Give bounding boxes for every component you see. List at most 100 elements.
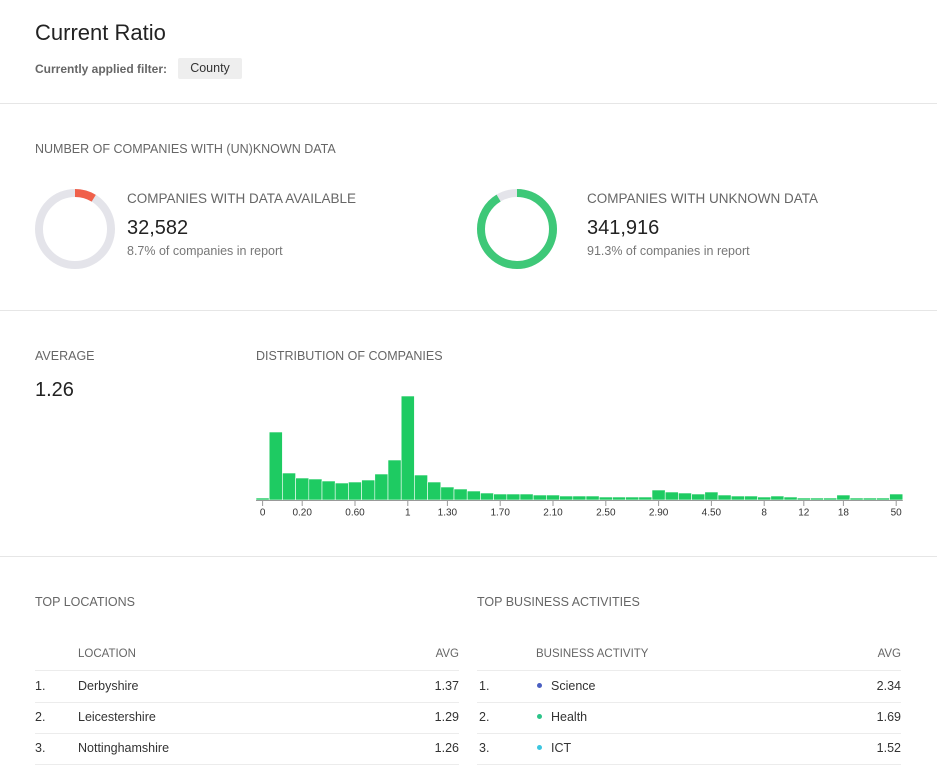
histogram-bar [651, 489, 666, 501]
histogram-bar [823, 497, 838, 501]
row-name: Nottinghamshire [78, 741, 170, 755]
histogram-bar [453, 488, 468, 501]
row-line [477, 733, 901, 734]
x-tick-label: 0 [260, 508, 266, 519]
histogram-bar [691, 493, 706, 501]
row-rank: 2. [479, 710, 490, 724]
histogram-bar [664, 491, 679, 501]
chart-title: DISTRIBUTION OF COMPANIES [256, 349, 443, 363]
x-tick-label: 1 [405, 508, 411, 519]
histogram-bar [466, 490, 481, 501]
filter-label: Currently applied filter: [35, 62, 168, 76]
row-avg: 1.26 [434, 741, 459, 755]
histogram-bar [519, 493, 534, 501]
x-tick-label: 4.50 [702, 508, 722, 519]
donut-track [35, 189, 115, 269]
histogram-bar [255, 497, 270, 501]
histogram-bar [678, 492, 692, 501]
column-header: AVG [435, 648, 459, 660]
histogram-bar [268, 431, 283, 501]
row-avg: 2.34 [876, 679, 901, 693]
x-tick-label: 1.30 [438, 508, 458, 519]
row-name: Leicestershire [78, 710, 156, 724]
x-tick-label: 8 [761, 508, 767, 519]
histogram-bar [348, 481, 362, 501]
histogram-bar [862, 497, 877, 501]
row-line [477, 670, 901, 671]
x-tick-label: 12 [798, 508, 810, 519]
row-rank: 2. [35, 710, 46, 724]
x-tick-label: 2.50 [596, 508, 616, 519]
histogram-bar [532, 494, 547, 501]
stat-share: 91.3% of companies in report [587, 244, 750, 258]
stat-label: COMPANIES WITH DATA AVAILABLE [127, 191, 357, 206]
histogram-bar [876, 497, 890, 501]
histogram-bar [334, 482, 349, 501]
histogram-bar [400, 395, 415, 501]
row-rank: 3. [479, 741, 490, 755]
row-rank: 3. [35, 741, 46, 755]
histogram-bar [282, 472, 296, 501]
average-label: AVERAGE [35, 349, 95, 363]
histogram-bar [757, 496, 772, 501]
column-header: LOCATION [78, 648, 136, 660]
histogram-bar [625, 496, 640, 501]
x-tick-label: 0.20 [292, 508, 312, 519]
divider [0, 310, 937, 311]
row-line [477, 702, 901, 703]
histogram-bar [730, 495, 745, 501]
column-header: AVG [877, 648, 901, 660]
histogram-bar [361, 479, 376, 501]
histogram-bar [612, 496, 626, 501]
row-line [35, 733, 459, 734]
histogram-bar [493, 493, 508, 501]
histogram-bar [559, 495, 574, 501]
histogram-bar [638, 496, 653, 501]
filter-chip[interactable]: County [178, 58, 242, 79]
row-dot [537, 745, 542, 750]
page-title: Current Ratio [35, 20, 166, 45]
histogram-bar [810, 497, 824, 501]
histogram-bar [321, 480, 336, 501]
histogram-bar [744, 495, 758, 501]
histogram-bar [849, 497, 864, 501]
row-name: Derbyshire [78, 679, 139, 693]
row-line [35, 670, 459, 671]
row-avg: 1.29 [434, 710, 459, 724]
table-title: TOP LOCATIONS [35, 595, 136, 609]
stat-share: 8.7% of companies in report [127, 244, 283, 258]
histogram-bar [598, 496, 613, 501]
donut-arc [477, 189, 557, 269]
row-rank: 1. [479, 679, 490, 693]
histogram-bar [414, 474, 428, 501]
donut-arc [35, 189, 115, 269]
stat-count: 341,916 [587, 217, 660, 239]
row-name: ICT [551, 741, 572, 755]
x-tick-label: 1.70 [490, 508, 510, 519]
histogram-bar [704, 491, 719, 501]
row-dot [537, 714, 542, 719]
x-tick-label: 2.10 [543, 508, 563, 519]
row-rank: 1. [35, 679, 46, 693]
x-tick-label: 50 [891, 508, 903, 519]
stat-label: COMPANIES WITH UNKNOWN DATA [587, 191, 818, 206]
divider [0, 556, 937, 557]
row-name: Health [551, 710, 588, 724]
histogram-bar [889, 493, 904, 501]
x-tick-label: 2.90 [649, 508, 669, 519]
histogram-bar [796, 497, 811, 501]
section-title: NUMBER OF COMPANIES WITH (UN)KNOWN DATA [35, 142, 336, 156]
histogram-bar [572, 495, 587, 501]
column-header: BUSINESS ACTIVITY [536, 648, 649, 660]
histogram-bar [374, 473, 389, 501]
average-value: 1.26 [35, 379, 74, 401]
histogram-bar [427, 481, 442, 501]
row-avg: 1.52 [876, 741, 901, 755]
table-title: TOP BUSINESS ACTIVITIES [477, 595, 640, 609]
row-name: Science [551, 679, 596, 693]
row-avg: 1.69 [876, 710, 901, 724]
row-dot [537, 683, 542, 688]
stat-count: 32,582 [127, 217, 189, 239]
